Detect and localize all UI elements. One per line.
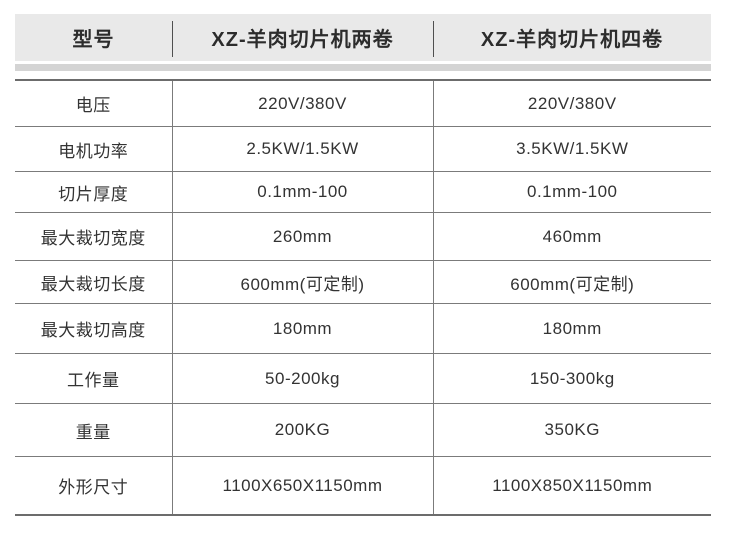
table-row: 最大裁切宽度 260mm 460mm (15, 212, 711, 261)
header-shadow-strip (15, 64, 711, 71)
spec-label-cell: 电压 (15, 80, 173, 127)
table-row: 重量 200KG 350KG (15, 403, 711, 457)
table-row: 电压 220V/380V 220V/380V (15, 80, 711, 127)
table-row: 切片厚度 0.1mm-100 0.1mm-100 (15, 171, 711, 213)
header-cell-model-four-roll: XZ-羊肉切片机四卷 (480, 29, 664, 51)
header-cell-model-two-roll: XZ-羊肉切片机两卷 (211, 29, 394, 51)
spec-value-cell: 1100X850X1150mm (433, 456, 711, 516)
spec-label-cell: 最大裁切长度 (15, 260, 173, 304)
spec-value-cell: 260mm (172, 212, 434, 261)
spec-value-cell: 200KG (172, 403, 434, 457)
table-row: 电机功率 2.5KW/1.5KW 3.5KW/1.5KW (15, 126, 711, 172)
spec-label-cell: 切片厚度 (15, 171, 173, 213)
spec-label-cell: 重量 (15, 403, 173, 457)
table-row: 最大裁切高度 180mm 180mm (15, 303, 711, 354)
header-divider (172, 21, 173, 57)
spec-value-cell: 0.1mm-100 (433, 171, 711, 213)
spec-label-cell: 工作量 (15, 353, 173, 404)
spec-value-cell: 460mm (433, 212, 711, 261)
spec-value-cell: 1100X650X1150mm (172, 456, 434, 516)
spec-value-cell: 2.5KW/1.5KW (172, 126, 434, 172)
header-divider (433, 21, 434, 57)
table-row: 工作量 50-200kg 150-300kg (15, 353, 711, 404)
spec-label-cell: 电机功率 (15, 126, 173, 172)
spec-value-cell: 220V/380V (433, 80, 711, 127)
table-row: 最大裁切长度 600mm(可定制) 600mm(可定制) (15, 260, 711, 304)
spec-value-cell: 180mm (172, 303, 434, 354)
spec-label-cell: 最大裁切高度 (15, 303, 173, 354)
spec-value-cell: 180mm (433, 303, 711, 354)
spec-label-cell: 最大裁切宽度 (15, 212, 173, 261)
spec-value-cell: 0.1mm-100 (172, 171, 434, 213)
spec-value-cell: 600mm(可定制) (433, 260, 711, 304)
table-row: 外形尺寸 1100X650X1150mm 1100X850X1150mm (15, 456, 711, 516)
table-header-row: 型号 XZ-羊肉切片机两卷 XZ-羊肉切片机四卷 (15, 14, 711, 61)
spec-table-body: 电压 220V/380V 220V/380V 电机功率 2.5KW/1.5KW 3.5KW… (15, 80, 711, 516)
header-cell-model-label: 型号 (72, 29, 115, 51)
spec-value-cell: 50-200kg (172, 353, 434, 404)
spec-table: 电压 220V/380V 220V/380V 电机功率 2.5KW/1.5KW 3.5KW… (15, 79, 711, 516)
spec-value-cell: 600mm(可定制) (172, 260, 434, 304)
spec-value-cell: 150-300kg (433, 353, 711, 404)
spec-value-cell: 350KG (433, 403, 711, 457)
spec-value-cell: 220V/380V (172, 80, 434, 127)
spec-value-cell: 3.5KW/1.5KW (433, 126, 711, 172)
spec-label-cell: 外形尺寸 (15, 456, 173, 516)
